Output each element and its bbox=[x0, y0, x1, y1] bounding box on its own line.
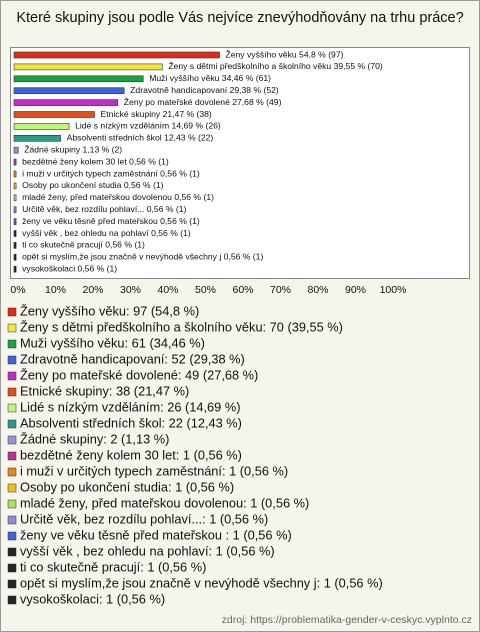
x-tick-label: 30% bbox=[120, 284, 141, 296]
bar-label: mladé ženy, před mateřskou dovolenou 0,5… bbox=[22, 192, 214, 202]
bar-label: Ženy vyššího věku 54,8 % (97) bbox=[226, 49, 344, 59]
bar bbox=[13, 146, 19, 154]
bar-label: vyšší věk , bez ohledu na pohlaví 0,56 %… bbox=[22, 228, 191, 238]
chart-title: Které skupiny jsou podle Vás nejvíce zne… bbox=[16, 10, 463, 26]
bar bbox=[13, 51, 220, 59]
bar-label: ti co skutečně pracují 0,56 % (1) bbox=[22, 240, 145, 250]
legend-swatch bbox=[7, 483, 17, 493]
legend-swatch bbox=[7, 339, 17, 349]
legend-swatch bbox=[7, 547, 17, 557]
bar-label: Osoby po ukončení studia 0,56 % (1) bbox=[22, 180, 164, 190]
legend-label: Etnické skupiny: 38 (21,47 %) bbox=[20, 383, 189, 398]
x-tick-label: 80% bbox=[307, 284, 328, 296]
bar bbox=[13, 206, 17, 213]
legend-swatch bbox=[7, 371, 17, 381]
bar bbox=[13, 265, 17, 273]
legend-swatch bbox=[7, 595, 17, 605]
bar-label: opět si myslím,že jsou značně v nevýhodě… bbox=[22, 252, 263, 262]
x-tick-label: 10% bbox=[45, 284, 66, 296]
bar bbox=[13, 87, 125, 94]
legend-swatch bbox=[7, 499, 17, 509]
bar bbox=[13, 194, 17, 202]
legend-swatch bbox=[7, 531, 17, 541]
bar bbox=[13, 218, 17, 225]
bar bbox=[13, 158, 17, 166]
legend-label: Zdravotně handicapovaní: 52 (29,38 %) bbox=[20, 351, 245, 366]
legend-swatch bbox=[7, 515, 17, 525]
bar bbox=[13, 254, 17, 261]
x-tick-label: 20% bbox=[82, 284, 103, 296]
bar bbox=[13, 182, 17, 190]
x-tick-label: 60% bbox=[232, 284, 253, 296]
legend-label: mladé ženy, před mateřskou dovolenou: 1 … bbox=[20, 495, 309, 510]
bar-label: Lidé s nízkým vzděláním 14,69 % (26) bbox=[75, 121, 221, 131]
legend-swatch bbox=[7, 563, 17, 573]
legend-label: Ženy po mateřské dovolené: 49 (27,68 %) bbox=[20, 367, 258, 382]
bar-label: Muži vyššího věku 34,46 % (61) bbox=[149, 73, 271, 83]
legend-label: vysokoškolaci: 1 (0,56 %) bbox=[20, 591, 165, 606]
legend-swatch bbox=[7, 307, 17, 317]
x-tick-label: 0% bbox=[10, 284, 25, 296]
legend-label: i muži v určitých typech zaměstnání: 1 (… bbox=[20, 463, 288, 478]
bar-label: Ženy po mateřské dovolené 27,68 % (49) bbox=[124, 97, 282, 107]
legend-swatch bbox=[7, 323, 17, 333]
legend-label: Muži vyššího věku: 61 (34,46 %) bbox=[20, 335, 205, 350]
legend-swatch bbox=[7, 387, 17, 397]
bar-label: Žádné skupiny 1,13 % (2) bbox=[24, 144, 122, 154]
legend-label: Určitě věk, bez rozdílu pohlaví...: 1 (0… bbox=[20, 511, 268, 526]
x-tick-label: 50% bbox=[195, 284, 216, 296]
legend-swatch bbox=[7, 419, 17, 429]
bar-label: Etnické skupiny 21,47 % (38) bbox=[101, 109, 212, 119]
plot-area bbox=[10, 47, 470, 279]
bar-label: Ženy s dětmi předškolního a školního věk… bbox=[168, 61, 383, 71]
legend-label: opět si myslím,že jsou značně v nevýhodě… bbox=[20, 575, 383, 590]
legend-label: Ženy s dětmi předškolního a školního věk… bbox=[20, 319, 343, 334]
bar-label: i muži v určitých typech zaměstnání 0,56… bbox=[22, 168, 200, 178]
bar-label: Zdravotně handicapovaní 29,38 % (52) bbox=[130, 85, 279, 95]
bar bbox=[13, 111, 95, 118]
legend-swatch bbox=[7, 355, 17, 365]
bar bbox=[13, 135, 61, 142]
bar bbox=[13, 170, 17, 178]
legend-swatch bbox=[7, 467, 17, 477]
legend-swatch bbox=[7, 435, 17, 445]
x-tick-label: 40% bbox=[157, 284, 178, 296]
bar bbox=[13, 75, 144, 83]
bar-label: vysokoškolaci 0,56 % (1) bbox=[22, 263, 117, 273]
bar-label: ženy ve věku těsně před mateřskou 0,56 %… bbox=[22, 216, 200, 226]
legend-label: ti co skutečně pracují: 1 (0,56 %) bbox=[20, 559, 206, 574]
bar bbox=[13, 63, 163, 71]
legend-swatch bbox=[7, 451, 17, 461]
x-tick-label: 70% bbox=[270, 284, 291, 296]
legend-label: vyšší věk , bez ohledu na pohlaví: 1 (0,… bbox=[20, 543, 275, 558]
legend-swatch bbox=[7, 579, 17, 589]
legend-label: Žádné skupiny: 2 (1,13 %) bbox=[20, 431, 169, 446]
bar bbox=[13, 242, 17, 249]
legend-label: Ženy vyššího věku: 97 (54,8 %) bbox=[20, 303, 199, 318]
legend-label: Lidé s nízkým vzděláním: 26 (14,69 %) bbox=[20, 399, 241, 414]
legend-label: ženy ve věku těsně před mateřskou : 1 (0… bbox=[20, 527, 292, 542]
legend-label: bezdětné ženy kolem 30 let: 1 (0,56 %) bbox=[20, 447, 242, 462]
x-tick-label: 90% bbox=[345, 284, 366, 296]
bar-label: Určitě věk, bez rozdílu pohlaví... 0,56 … bbox=[22, 204, 186, 214]
legend-swatch bbox=[7, 403, 17, 413]
legend-label: Osoby po ukončení studia: 1 (0,56 %) bbox=[20, 479, 234, 494]
bar bbox=[13, 230, 17, 237]
bar bbox=[13, 123, 70, 130]
bar bbox=[13, 99, 119, 106]
bar-label: bezdětné ženy kolem 30 let 0,56 % (1) bbox=[22, 156, 169, 166]
x-tick-label: 100% bbox=[380, 284, 407, 296]
bar-label: Absolventi středních škol 12,43 % (22) bbox=[67, 133, 214, 143]
source: zdroj: https://problematika-gender-v-ces… bbox=[222, 614, 472, 626]
legend-label: Absolventi středních škol: 22 (12,43 %) bbox=[20, 415, 242, 430]
